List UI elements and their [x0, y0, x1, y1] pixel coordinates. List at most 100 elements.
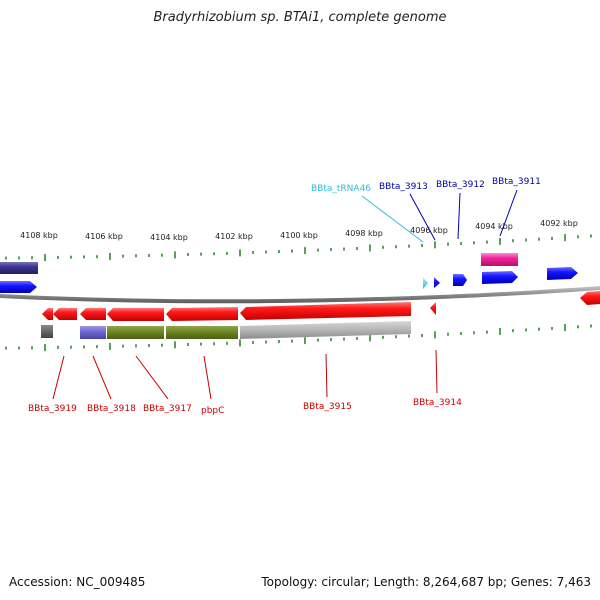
- lower-scale-minor-tick: [122, 344, 124, 348]
- lower-scale-minor-tick: [473, 331, 475, 335]
- gene-top-pink[interactable]: [481, 253, 518, 266]
- lower-scale-major-tick: [369, 334, 371, 342]
- gene-bbta3918-arrow[interactable]: [80, 308, 106, 320]
- callout-line-bbta3914: [435, 349, 438, 394]
- feature-olive-a[interactable]: [107, 326, 164, 339]
- feature-gray-long[interactable]: [240, 321, 411, 339]
- feature-purple[interactable]: [80, 326, 106, 339]
- lower-scale-minor-tick: [577, 325, 579, 329]
- upper-scale-major-tick: [109, 252, 111, 260]
- lower-scale-minor-tick: [96, 345, 98, 349]
- scale-label-4106: 4106 kbp: [85, 232, 123, 241]
- lower-scale-minor-tick: [330, 338, 332, 342]
- gene-label-bbta3914[interactable]: BBta_3914: [413, 398, 462, 408]
- lower-scale-major-tick: [44, 344, 46, 352]
- gene-label-bbta-trna46[interactable]: BBta_tRNA46: [311, 184, 371, 194]
- gene-label-bbta3911[interactable]: BBta_3911: [492, 177, 541, 187]
- upper-scale-major-tick: [174, 251, 176, 259]
- gene-label-bbta3913[interactable]: BBta_3913: [379, 182, 428, 192]
- upper-scale-minor-tick: [278, 250, 280, 254]
- upper-scale-minor-tick: [408, 244, 410, 248]
- upper-scale-minor-tick: [473, 241, 475, 245]
- lower-scale-minor-tick: [356, 336, 358, 340]
- upper-scale-track: [5, 234, 592, 262]
- lower-scale-minor-tick: [5, 346, 7, 350]
- lower-scale-major-tick: [499, 327, 501, 335]
- gene-label-bbta3915[interactable]: BBta_3915: [303, 402, 352, 412]
- callout-line-bbta3911: [499, 189, 518, 237]
- upper-scale-minor-tick: [135, 254, 137, 258]
- upper-scale-minor-tick: [538, 237, 540, 241]
- gene-bbta3911-arrow[interactable]: [482, 271, 518, 284]
- gene-top-blue-right[interactable]: [547, 267, 578, 280]
- upper-scale-minor-tick: [122, 254, 124, 258]
- lower-scale-minor-tick: [187, 342, 189, 346]
- upper-scale-minor-tick: [395, 245, 397, 249]
- gene-label-bbta3912[interactable]: BBta_3912: [436, 180, 485, 190]
- lower-scale-minor-tick: [57, 345, 59, 349]
- upper-scale-minor-tick: [252, 250, 254, 254]
- upper-scale-minor-tick: [460, 242, 462, 246]
- gene-right-red[interactable]: [580, 291, 600, 305]
- lower-scale-minor-tick: [408, 334, 410, 338]
- feature-olive-b[interactable]: [166, 326, 238, 339]
- lower-scale-minor-tick: [83, 345, 85, 349]
- callout-line-bbta3917: [135, 355, 169, 400]
- lower-scale-minor-tick: [265, 340, 267, 344]
- lower-scale-minor-tick: [512, 329, 514, 333]
- lower-scale-minor-tick: [343, 337, 345, 341]
- upper-scale-minor-tick: [421, 243, 423, 247]
- lower-scale-major-tick: [109, 342, 111, 350]
- gene-bbta3919-arrow[interactable]: [42, 308, 53, 320]
- gene-bbta3915-arrow[interactable]: [240, 302, 411, 320]
- upper-scale-minor-tick: [317, 248, 319, 252]
- lower-scale-minor-tick: [421, 333, 423, 337]
- gene-pbpc-arrow[interactable]: [166, 307, 238, 321]
- upper-scale-minor-tick: [213, 252, 215, 256]
- scale-label-4108: 4108 kbp: [20, 231, 58, 240]
- gene-label-pbpc[interactable]: pbpC: [201, 406, 224, 416]
- gene-red-b[interactable]: [53, 308, 77, 320]
- feature-dark-gray[interactable]: [41, 325, 53, 338]
- callout-line-bbta3915: [325, 353, 328, 398]
- gene-trna46-arrow[interactable]: [423, 277, 428, 289]
- lower-scale-major-tick: [564, 324, 566, 332]
- upper-scale-major-tick: [564, 234, 566, 242]
- upper-scale-minor-tick: [382, 245, 384, 249]
- genome-stats-label: Topology: circular; Length: 8,264,687 bp…: [261, 575, 591, 589]
- upper-scale-minor-tick: [57, 255, 59, 259]
- lower-scale-major-tick: [174, 341, 176, 349]
- gene-bbta3914-arrow[interactable]: [430, 302, 436, 315]
- callout-line-bbta3913: [409, 193, 436, 241]
- scale-label-4100: 4100 kbp: [280, 231, 318, 240]
- upper-scale-minor-tick: [343, 247, 345, 251]
- callout-line-bbta3918: [92, 355, 112, 400]
- upper-scale-minor-tick: [291, 249, 293, 253]
- upper-scale-minor-tick: [148, 254, 150, 258]
- gene-label-bbta3918[interactable]: BBta_3918: [87, 404, 136, 414]
- lower-scale-minor-tick: [135, 344, 137, 348]
- callout-line-pbpc: [203, 355, 212, 400]
- lower-scale-minor-tick: [31, 346, 33, 350]
- lower-scale-minor-tick: [252, 340, 254, 344]
- gene-bbta3917-arrow[interactable]: [107, 308, 164, 321]
- lower-scale-minor-tick: [213, 342, 215, 346]
- lower-scale-minor-tick: [317, 338, 319, 342]
- upper-scale-minor-tick: [356, 246, 358, 250]
- callout-line-bbta3919: [52, 355, 65, 400]
- lower-scale-minor-tick: [148, 344, 150, 348]
- gene-label-bbta3919[interactable]: BBta_3919: [28, 404, 77, 414]
- callout-line-trna46: [361, 195, 424, 243]
- upper-scale-minor-tick: [226, 251, 228, 255]
- gene-top-navy[interactable]: [0, 262, 38, 274]
- upper-scale-minor-tick: [525, 238, 527, 242]
- gene-bbta3912-arrow[interactable]: [453, 274, 467, 286]
- lower-scale-minor-tick: [70, 345, 72, 349]
- upper-scale-major-tick: [304, 247, 306, 255]
- lower-scale-minor-tick: [551, 326, 553, 330]
- gene-bbta3913-arrow[interactable]: [434, 277, 440, 288]
- gene-top-blue-left[interactable]: [0, 281, 37, 293]
- gene-label-bbta3917[interactable]: BBta_3917: [143, 404, 192, 414]
